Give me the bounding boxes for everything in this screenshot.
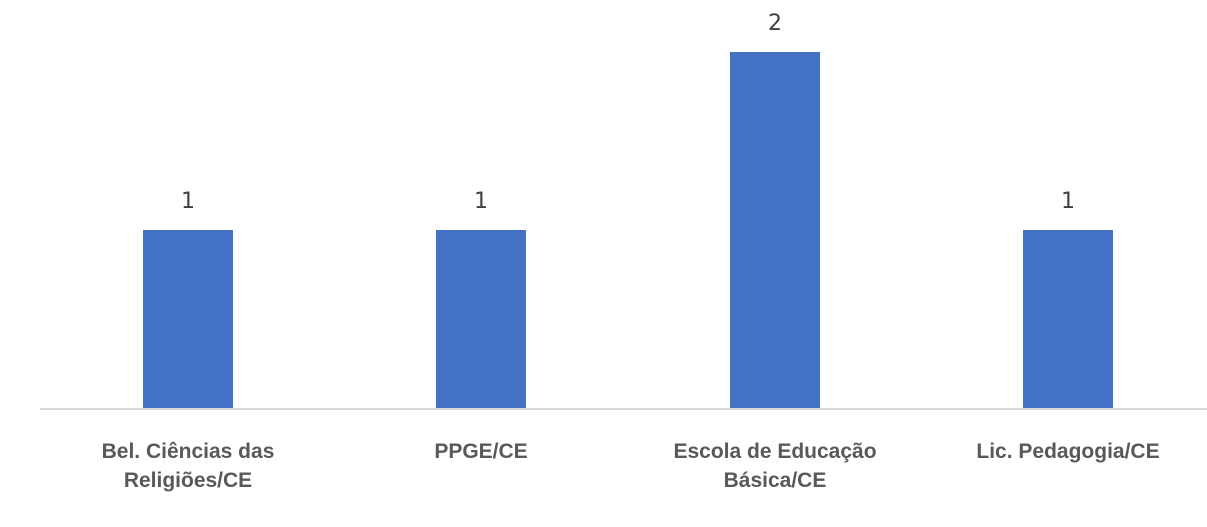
category-label-3: Escola de Educação Básica/CE: [673, 440, 876, 492]
data-label-2: 1: [474, 189, 488, 214]
bar-3: [730, 52, 820, 408]
category-label-line: PPGE/CE: [434, 440, 527, 463]
data-label-4: 1: [1061, 189, 1075, 214]
category-label-line: Lic. Pedagogia/CE: [976, 440, 1159, 463]
category-label-line: Religiões/CE: [124, 469, 252, 492]
data-label-3: 2: [768, 11, 782, 36]
category-label-4: Lic. Pedagogia/CE: [976, 440, 1159, 463]
category-label-2: PPGE/CE: [434, 440, 527, 463]
bar-2: [436, 230, 526, 408]
category-label-1: Bel. Ciências das Religiões/CE: [102, 440, 275, 492]
category-label-line: Escola de Educação: [673, 440, 876, 463]
category-label-line: Básica/CE: [724, 469, 827, 492]
data-label-1: 1: [181, 189, 195, 214]
category-label-line: Bel. Ciências das: [102, 440, 275, 463]
bar-1: [143, 230, 233, 408]
bar-4: [1023, 230, 1113, 408]
